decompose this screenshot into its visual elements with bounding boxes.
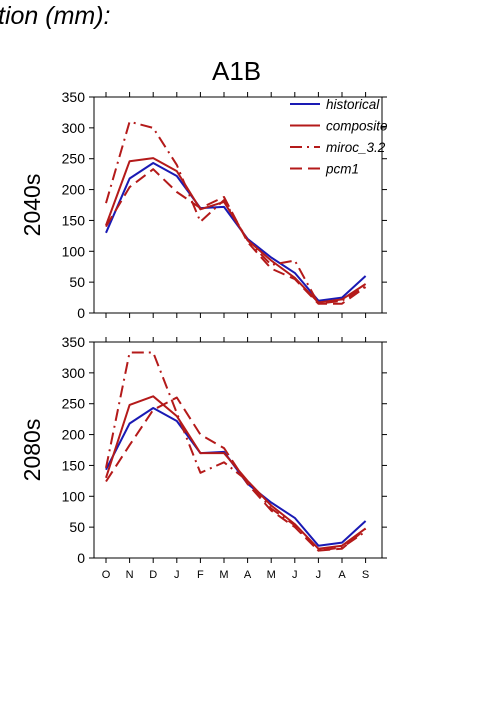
y-tick-label: 300 bbox=[62, 365, 86, 381]
y-tick-label: 100 bbox=[62, 488, 86, 504]
x-tick-label: A bbox=[244, 569, 252, 581]
y-tick-label: 150 bbox=[62, 457, 86, 473]
y-tick-label: 0 bbox=[77, 305, 85, 321]
legend-label-miroc_3.2: miroc_3.2 bbox=[326, 140, 386, 155]
scenario-title: A1B bbox=[212, 56, 262, 86]
x-tick-label: S bbox=[362, 569, 369, 581]
x-tick-label: N bbox=[126, 569, 134, 581]
legend-label-composite: composite bbox=[326, 119, 388, 134]
series-line-pcm1 bbox=[105, 168, 367, 305]
y-tick-label: 250 bbox=[62, 396, 86, 412]
y-tick-label: 150 bbox=[62, 212, 86, 228]
x-tick-label: J bbox=[174, 569, 180, 581]
y-tick-label: 200 bbox=[62, 427, 86, 443]
y-tick-label: 250 bbox=[62, 151, 86, 167]
figure-title: tion (mm): bbox=[0, 2, 111, 30]
row-label-2080s: 2080s bbox=[19, 419, 45, 482]
y-tick-label: 100 bbox=[62, 243, 86, 259]
x-tick-label: F bbox=[197, 569, 204, 581]
row-label-2040s: 2040s bbox=[19, 174, 45, 237]
panel-2080s: 0 50 100 150 200 250 300 350 O N D J F M A M J J A S 2080s bbox=[19, 334, 387, 581]
series-line-pcm1 bbox=[105, 396, 367, 552]
series-line-miroc_3.2 bbox=[105, 351, 367, 552]
y-tick-label: 50 bbox=[69, 519, 85, 535]
x-tick-label: J bbox=[292, 569, 298, 581]
x-tick-label: M bbox=[267, 569, 276, 581]
x-tick-label: M bbox=[219, 569, 228, 581]
y-tick-label: 350 bbox=[62, 89, 86, 105]
plot-frame bbox=[93, 96, 383, 314]
panel-2040s: 0 50 100 150 200 250 300 350 2040s historical comp… bbox=[19, 89, 388, 321]
y-tick-label: 200 bbox=[62, 182, 86, 198]
y-tick-label: 0 bbox=[77, 550, 85, 566]
legend-label-historical: historical bbox=[326, 97, 380, 112]
series-line-historical bbox=[105, 407, 367, 547]
x-tick-label: D bbox=[149, 569, 157, 581]
plot-frame bbox=[93, 341, 383, 559]
x-tick-label: A bbox=[338, 569, 346, 581]
y-tick-label: 50 bbox=[69, 274, 85, 290]
legend-label-pcm1: pcm1 bbox=[325, 162, 359, 177]
x-tick-label: O bbox=[102, 569, 111, 581]
y-tick-label: 300 bbox=[62, 120, 86, 136]
series-line-historical bbox=[105, 162, 367, 302]
y-tick-label: 350 bbox=[62, 334, 86, 350]
x-tick-label: J bbox=[316, 569, 322, 581]
series-line-composite bbox=[105, 157, 367, 304]
